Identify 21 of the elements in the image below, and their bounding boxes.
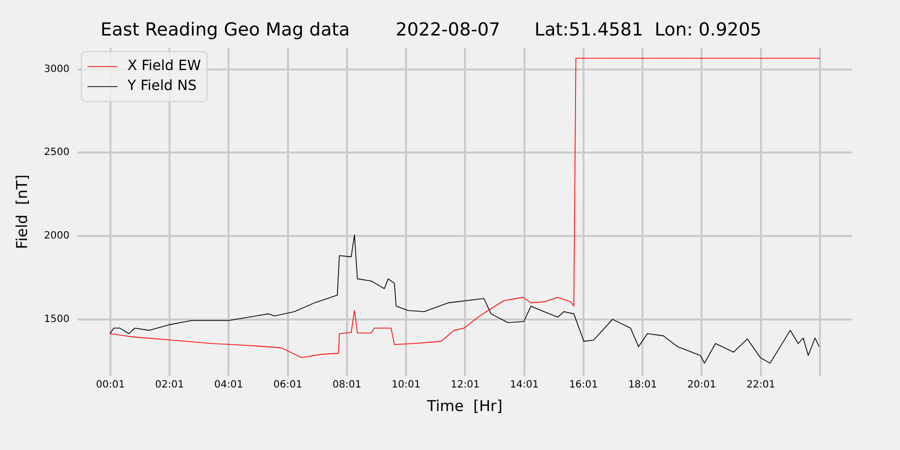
legend-label: Y Field NS [126,78,197,94]
x-tick-label: 10:01 [392,380,421,391]
x-tick-label: 02:01 [155,380,184,391]
x-tick-label: 06:01 [273,380,302,391]
x-tick-label: 20:01 [687,380,716,391]
x-tick-label: 18:01 [628,380,658,391]
chart-title: East Reading Geo Mag data 2022-08-07 Lat:51.4581 Lon: 0.9205 [100,19,762,40]
y-tick-label: 2500 [44,147,70,158]
x-tick-label: 12:01 [450,380,480,391]
x-tick-label: 22:01 [746,380,776,391]
y-tick-label: 1500 [44,314,70,325]
x-axis-title: Time [Hr] [426,396,502,415]
x-tick-label: 16:01 [569,380,598,391]
x-tick-label: 00:01 [96,380,125,391]
x-tick-label: 14:01 [510,380,539,391]
x-tick-label: 04:01 [214,380,244,391]
legend-label: X Field EW [127,58,202,74]
y-tick-label: 3000 [44,64,70,75]
y-axis-title: Field [nT] [12,174,31,250]
x-tick-label: 08:01 [332,380,362,391]
y-tick-label: 2000 [44,230,70,242]
